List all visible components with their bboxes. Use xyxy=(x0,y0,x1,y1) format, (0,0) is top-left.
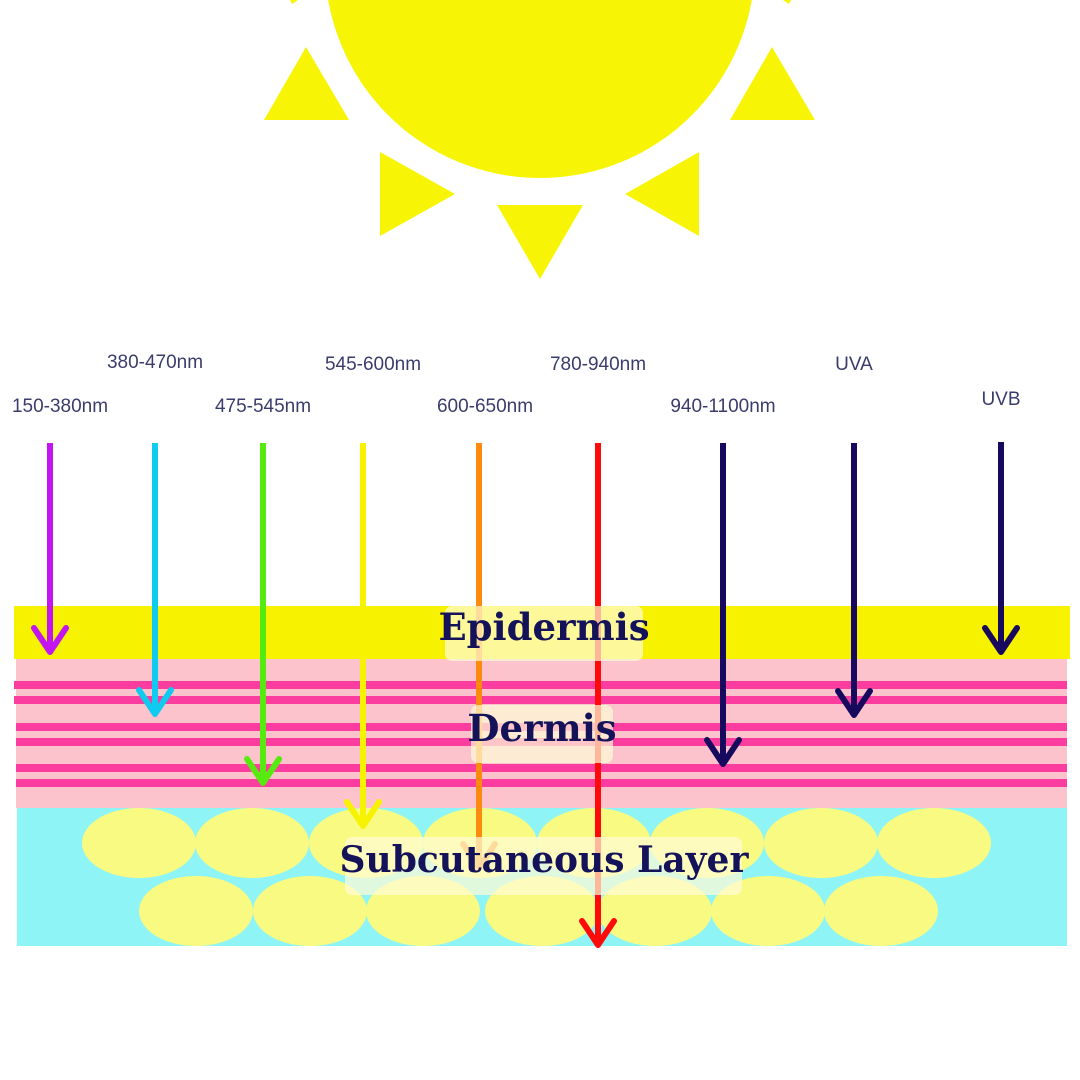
ray-arrow xyxy=(344,443,382,829)
dermis-label: Dermis xyxy=(467,706,616,750)
fat-cell xyxy=(82,808,196,878)
sun-ray-right xyxy=(730,47,815,120)
ray-arrowhead xyxy=(136,687,174,717)
fat-cell xyxy=(195,808,309,878)
wavelength-label: 475-545nm xyxy=(215,396,311,417)
sun-ray-lower-left xyxy=(380,152,455,236)
dermis-stripe xyxy=(14,696,1067,704)
sun-ray-left xyxy=(264,47,349,120)
wavelength-labels: 150-380nm 380-470nm 475-545nm 545-600nm 600-… xyxy=(12,352,1021,417)
ray-arrow xyxy=(982,442,1020,655)
sun-ray-bottom xyxy=(497,205,583,279)
ray-arrowhead xyxy=(244,756,282,786)
layer-labels: Epidermis Dermis Subcutaneous Layer xyxy=(340,605,750,895)
fat-cell xyxy=(877,808,991,878)
ray-arrow xyxy=(704,443,742,767)
dermis-stripe xyxy=(14,681,1067,689)
sun-ray-lower-right xyxy=(625,152,699,236)
sun-disc xyxy=(328,0,752,178)
fat-cell xyxy=(253,876,367,946)
epidermis-label: Epidermis xyxy=(438,605,649,649)
wavelength-label: 380-470nm xyxy=(107,352,203,373)
dermis-label-box xyxy=(471,705,613,763)
ray-arrowhead xyxy=(982,625,1020,655)
ray-arrowhead xyxy=(835,688,873,718)
sun-icon xyxy=(264,0,815,279)
subcutaneous-label-box xyxy=(345,837,742,895)
fat-cell xyxy=(139,876,253,946)
wavelength-label: UVB xyxy=(981,389,1020,410)
wavelength-label: 600-650nm xyxy=(437,396,533,417)
fat-cell xyxy=(764,808,878,878)
fat-cell xyxy=(711,876,825,946)
wavelength-label: 545-600nm xyxy=(325,354,421,375)
sun-ray-left-top xyxy=(290,0,298,4)
dermis-stripe xyxy=(16,764,1067,772)
wavelength-label: 940-1100nm xyxy=(670,396,775,417)
ray-arrowhead xyxy=(579,918,617,948)
ray-arrowhead xyxy=(704,737,742,767)
sun-ray-right-top xyxy=(783,0,791,4)
ray-arrow xyxy=(835,443,873,718)
ray-arrow xyxy=(244,443,282,786)
ray-arrowhead xyxy=(31,625,69,655)
epidermis-label-box xyxy=(445,606,643,661)
fat-cell xyxy=(824,876,938,946)
dermis-stripe xyxy=(16,779,1067,787)
subcutaneous-label: Subcutaneous Layer xyxy=(340,839,750,881)
wavelength-label: 150-380nm xyxy=(12,396,108,417)
wavelength-label: 780-940nm xyxy=(550,354,646,375)
ray-arrow xyxy=(136,443,174,717)
wavelength-label: UVA xyxy=(835,354,873,375)
ray-arrowhead xyxy=(344,799,382,829)
ray-arrow xyxy=(31,443,69,655)
